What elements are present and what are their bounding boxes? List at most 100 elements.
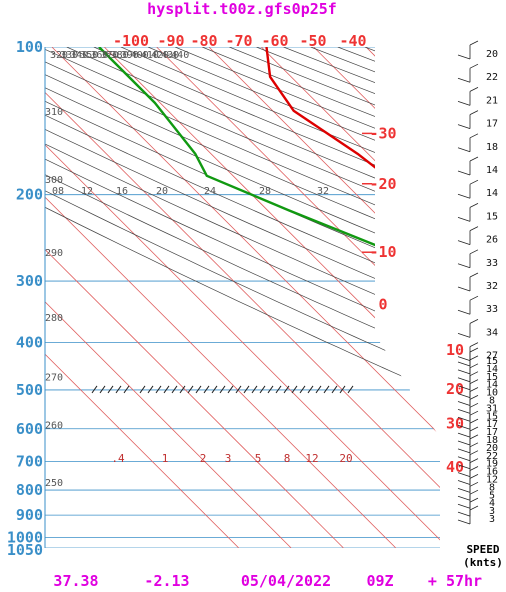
wind-speed-value: 21 <box>486 95 498 106</box>
speed-unit: (knts) <box>463 556 503 569</box>
wind-barb-flag <box>469 319 479 324</box>
temperature-tick-right: 20 <box>446 380 464 398</box>
wind-barb-flag <box>457 472 471 477</box>
wind-barb-flag <box>457 377 471 383</box>
wind-speed-value: 14 <box>486 165 498 176</box>
wind-speed-value: 15 <box>486 372 498 383</box>
wind-speed-value: 3 <box>489 514 495 525</box>
mixing-ratio-label-top: 28 <box>259 186 271 197</box>
inversion-hatch <box>259 385 266 394</box>
isotherm-line <box>45 47 397 548</box>
wind-speed-value: 33 <box>486 304 498 315</box>
inversion-hatch <box>283 385 290 394</box>
wind-speed-value: 14 <box>486 380 498 391</box>
theta-label-left: 310 <box>45 107 63 118</box>
theta-label-top: 420 <box>151 50 169 61</box>
isotherm-line <box>45 47 292 548</box>
temperature-tick-right: 10 <box>446 341 464 359</box>
wind-barb-icon <box>457 110 479 129</box>
theta-label-top: 330 <box>60 50 78 61</box>
pressure-label: 100 <box>16 38 43 56</box>
wind-barb-icon <box>457 203 479 222</box>
wind-barb-icon <box>457 295 479 315</box>
dry-adiabat-line <box>45 47 440 548</box>
inversion-hatch <box>211 385 218 394</box>
wind-barb-flag <box>457 101 471 106</box>
inversion-hatch <box>299 385 306 394</box>
inversion-hatch <box>187 385 194 394</box>
wind-barb-flag <box>469 481 479 487</box>
wind-barb-flag <box>469 379 479 384</box>
dry-adiabat-line <box>66 47 440 548</box>
wind-speed-value: 18 <box>486 142 498 153</box>
inversion-hatch <box>107 385 114 394</box>
theta-label-left: 270 <box>45 373 63 384</box>
inversion-hatch <box>267 385 274 394</box>
wind-barb-icon <box>457 226 479 245</box>
wind-speed-value: 8 <box>489 482 495 493</box>
wind-barb-icon <box>457 249 479 269</box>
mixing-ratio-label-bottom: 2 <box>200 452 207 465</box>
temperature-tick-right: 0 <box>378 296 387 314</box>
isotherm-line <box>45 47 440 548</box>
wind-barb-flag <box>457 448 471 454</box>
wind-barb-flag <box>457 464 471 470</box>
wind-barb-flag <box>469 355 479 361</box>
wind-speed-value: 10 <box>486 388 498 399</box>
inversion-hatch <box>179 385 186 394</box>
pressure-label: 200 <box>16 186 43 204</box>
wind-speed-value: 31 <box>486 403 498 414</box>
wind-barb-flag <box>457 240 471 245</box>
pressure-label: 500 <box>16 381 43 399</box>
mixing-ratio-label-top: 32 <box>317 186 329 197</box>
wind-speed-value: 14 <box>486 188 498 199</box>
wind-speed-value: 19 <box>486 459 498 470</box>
chart-grid <box>45 47 440 548</box>
mixing-ratio-label-top: 08 <box>52 186 64 197</box>
wind-speed-value: 17 <box>486 427 498 438</box>
theta-label-top: 370 <box>100 50 118 61</box>
mixing-ratio-label-bottom: 3 <box>225 452 232 465</box>
inversion-hatch <box>91 385 98 394</box>
wind-speed-value: 5 <box>489 490 495 501</box>
inversion-hatch <box>315 385 322 394</box>
wind-barb-flag <box>457 263 471 269</box>
wind-speed-value: 20 <box>486 443 498 454</box>
wind-barb-flag <box>457 456 471 462</box>
mixing-ratio-label-top: 16 <box>116 186 128 197</box>
wind-barb-flag <box>469 410 479 416</box>
dry-adiabat-line <box>283 47 440 548</box>
wind-barb-flag <box>457 385 471 391</box>
pressure-label: 600 <box>16 420 43 438</box>
wind-barb-icon <box>457 40 479 60</box>
wind-barb-flag <box>469 295 479 301</box>
wind-speed-value: 15 <box>486 211 498 222</box>
wind-speed-value: 22 <box>486 72 498 83</box>
wind-barb-flag <box>469 156 479 162</box>
temperature-tick-top: -50 <box>299 32 326 50</box>
chart-labels: hysplit.t00z.gfs0p25f1002003004005006007… <box>7 0 503 590</box>
wind-barb-flag <box>457 440 471 446</box>
wind-barb-flag <box>469 442 479 448</box>
theta-label-left: 250 <box>45 478 63 489</box>
inversion-hatch <box>227 385 234 394</box>
wind-barb-flag <box>469 489 479 495</box>
wind-speed-value: 4 <box>489 498 495 509</box>
wind-barb-flag <box>469 363 479 369</box>
inversion-hatch <box>147 385 154 394</box>
inversion-hatch <box>139 385 146 394</box>
pressure-label: 1050 <box>7 541 43 559</box>
wind-barb-flag <box>469 203 479 208</box>
temperature-profile-line <box>265 47 440 524</box>
temperature-tick-right: -10 <box>369 243 396 261</box>
dry-adiabat-line <box>45 47 440 548</box>
inversion-hatch <box>219 385 226 394</box>
dry-adiabat-line <box>310 47 440 548</box>
wind-barb-flag <box>457 480 471 485</box>
wind-barb-flag <box>469 458 479 463</box>
wind-speed-value: 8 <box>489 396 495 407</box>
wind-barb-flag <box>457 511 471 517</box>
wind-barb-flag <box>457 519 471 525</box>
isotherm-line <box>208 47 440 548</box>
